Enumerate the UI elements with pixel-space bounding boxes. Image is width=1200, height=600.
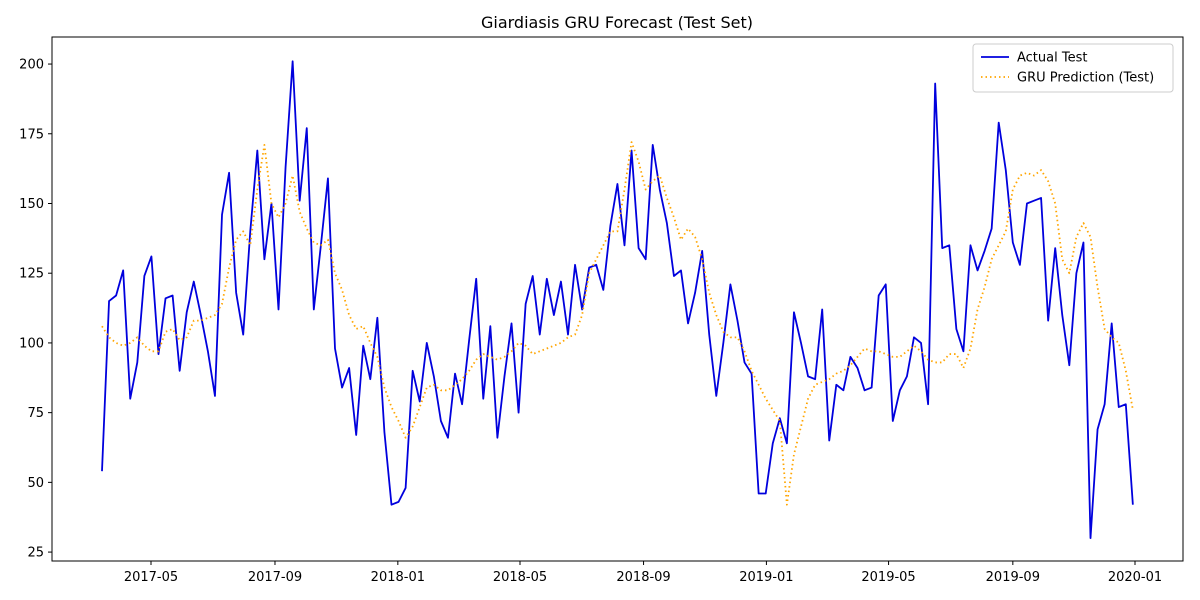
x-tick-label: 2017-05	[124, 570, 178, 585]
data-line	[101, 141, 1134, 506]
x-tick-label: 2018-05	[493, 570, 547, 585]
y-tick-label: 175	[19, 127, 44, 142]
chart-title: Giardiasis GRU Forecast (Test Set)	[481, 13, 753, 32]
y-tick-label: 50	[27, 476, 44, 491]
x-tick-label: 2019-01	[739, 570, 793, 585]
y-tick-label: 150	[19, 197, 44, 212]
y-tick-label: 25	[27, 546, 44, 561]
x-tick-label: 2020-01	[1108, 570, 1162, 585]
x-tick-label: 2019-09	[986, 570, 1040, 585]
legend-label: Actual Test	[1017, 51, 1087, 66]
legend-label: GRU Prediction (Test)	[1017, 71, 1154, 86]
y-tick-label: 200	[19, 58, 44, 73]
y-tick-label: 100	[19, 336, 44, 351]
legend: Actual Test GRU Prediction (Test)	[972, 43, 1174, 93]
y-tick-label: 125	[19, 267, 44, 282]
legend-box	[972, 43, 1174, 93]
y-tick-label: 75	[27, 406, 44, 421]
x-tick-label: 2019-05	[861, 570, 915, 585]
plot-area	[51, 36, 1184, 562]
x-tick-label: 2018-09	[616, 570, 670, 585]
x-tick-label: 2017-09	[248, 570, 302, 585]
x-tick-label: 2018-01	[371, 570, 425, 585]
data-line	[101, 60, 1134, 540]
